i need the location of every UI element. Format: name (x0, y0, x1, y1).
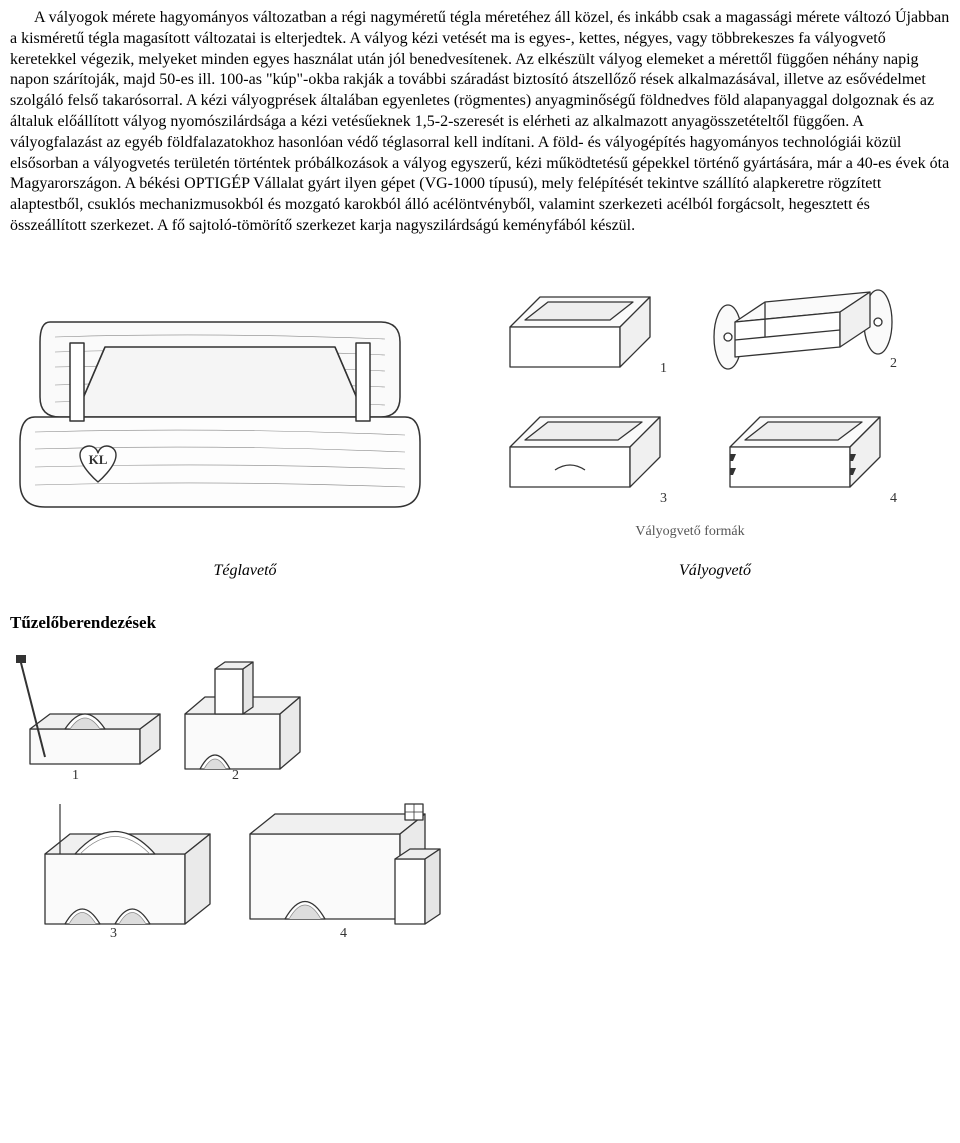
grid-label-1: 1 (660, 361, 667, 376)
teglaveto-illustration: KL (10, 267, 430, 527)
caption-valyogveto: Vályogvető (480, 561, 950, 582)
grid-label-3: 3 (660, 491, 667, 506)
grid-label-4: 4 (890, 491, 897, 506)
main-paragraph: A vályogok mérete hagyományos változatba… (10, 8, 950, 237)
figure-teglaveto: KL (10, 267, 430, 527)
ovens-illustration: 1 2 3 4 (10, 649, 450, 939)
valyogveto-illustration: 1 2 3 4 (470, 267, 910, 517)
section-heading: Tűzelőberendezések (10, 612, 950, 634)
figure-valyogveto: 1 2 3 4 Vályogvető formák (470, 267, 910, 541)
oven-label-1: 1 (72, 768, 79, 783)
oven-label-2: 2 (232, 768, 239, 783)
caption-teglaveto: Téglavető (10, 561, 480, 582)
valyogveto-subcaption: Vályogvető formák (635, 523, 744, 541)
oven-label-3: 3 (110, 926, 117, 939)
body-text-content: A vályogok mérete hagyományos változatba… (10, 9, 949, 234)
caption-row: Téglavető Vályogvető (10, 561, 950, 582)
grid-label-2: 2 (890, 356, 897, 371)
figure-ovens: 1 2 3 4 (10, 649, 950, 946)
figure-row: KL (10, 267, 950, 541)
oven-label-4: 4 (340, 926, 347, 939)
monogram-text: KL (89, 452, 108, 467)
